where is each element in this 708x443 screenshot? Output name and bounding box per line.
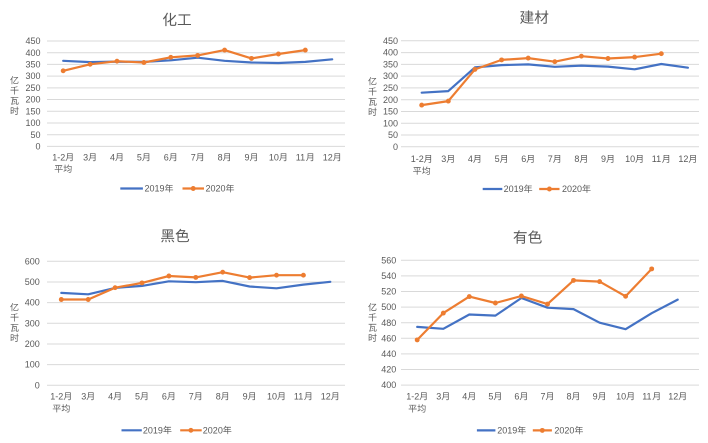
- svg-text:200: 200: [26, 95, 41, 105]
- svg-text:12: 12: [321, 391, 331, 401]
- svg-text:420: 420: [381, 365, 396, 375]
- svg-text:8: 8: [218, 152, 223, 162]
- svg-text:50: 50: [388, 130, 398, 140]
- svg-text:1-2: 1-2: [411, 154, 424, 164]
- svg-text:2019: 2019: [145, 184, 165, 194]
- svg-text:520: 520: [381, 287, 396, 297]
- svg-text:0: 0: [35, 380, 40, 390]
- svg-text:2019: 2019: [504, 184, 524, 194]
- svg-text:8: 8: [567, 391, 572, 401]
- svg-text:8: 8: [216, 391, 221, 401]
- svg-text:7: 7: [541, 391, 546, 401]
- svg-text:8: 8: [574, 154, 579, 164]
- svg-text:100: 100: [26, 118, 41, 128]
- svg-text:11: 11: [652, 154, 661, 164]
- svg-text:200: 200: [383, 95, 398, 105]
- svg-text:250: 250: [26, 83, 41, 93]
- svg-text:7: 7: [189, 391, 194, 401]
- svg-text:350: 350: [26, 60, 41, 70]
- svg-text:4: 4: [468, 154, 473, 164]
- svg-text:10: 10: [269, 152, 279, 162]
- svg-text:7: 7: [191, 152, 196, 162]
- svg-text:4: 4: [110, 152, 115, 162]
- svg-text:400: 400: [25, 298, 40, 308]
- svg-text:0: 0: [36, 142, 41, 152]
- svg-text:400: 400: [381, 380, 396, 390]
- svg-text:5: 5: [137, 152, 142, 162]
- svg-text:3: 3: [83, 152, 88, 162]
- svg-text:10: 10: [625, 154, 635, 164]
- svg-text:540: 540: [381, 271, 396, 281]
- svg-text:1-2: 1-2: [52, 152, 65, 162]
- svg-text:11: 11: [294, 391, 303, 401]
- svg-text:10: 10: [616, 391, 626, 401]
- svg-text:300: 300: [26, 71, 41, 81]
- svg-text:10: 10: [267, 391, 277, 401]
- svg-text:11: 11: [642, 391, 651, 401]
- svg-text:9: 9: [243, 391, 248, 401]
- svg-text:400: 400: [26, 48, 41, 58]
- svg-text:1-2: 1-2: [50, 391, 63, 401]
- svg-text:9: 9: [245, 152, 250, 162]
- svg-text:300: 300: [25, 318, 40, 328]
- svg-text:450: 450: [383, 36, 398, 46]
- svg-text:150: 150: [383, 107, 398, 117]
- svg-text:12: 12: [323, 152, 333, 162]
- svg-text:6: 6: [514, 391, 519, 401]
- svg-text:450: 450: [26, 36, 41, 46]
- svg-text:0: 0: [393, 142, 398, 152]
- svg-text:440: 440: [381, 349, 396, 359]
- svg-text:5: 5: [488, 391, 493, 401]
- svg-text:2020: 2020: [203, 425, 223, 435]
- svg-text:300: 300: [383, 71, 398, 81]
- svg-text:150: 150: [26, 106, 41, 116]
- svg-text:11: 11: [296, 152, 305, 162]
- svg-text:6: 6: [164, 152, 169, 162]
- svg-text:2020: 2020: [554, 426, 574, 436]
- svg-text:2019: 2019: [497, 426, 517, 436]
- svg-text:400: 400: [383, 48, 398, 58]
- svg-text:4: 4: [108, 391, 113, 401]
- svg-text:12: 12: [678, 154, 688, 164]
- svg-text:2020: 2020: [206, 184, 226, 194]
- svg-text:100: 100: [383, 118, 398, 128]
- svg-text:600: 600: [25, 256, 40, 266]
- svg-text:3: 3: [436, 391, 441, 401]
- svg-text:250: 250: [383, 83, 398, 93]
- svg-text:12: 12: [668, 391, 678, 401]
- svg-text:9: 9: [593, 391, 598, 401]
- svg-text:6: 6: [521, 154, 526, 164]
- svg-text:500: 500: [381, 302, 396, 312]
- svg-text:350: 350: [383, 60, 398, 70]
- svg-text:560: 560: [381, 255, 396, 265]
- svg-text:5: 5: [495, 154, 500, 164]
- svg-text:4: 4: [462, 391, 467, 401]
- svg-text:500: 500: [25, 277, 40, 287]
- svg-text:3: 3: [441, 154, 446, 164]
- svg-text:50: 50: [31, 130, 41, 140]
- svg-text:3: 3: [81, 391, 86, 401]
- svg-text:1-2: 1-2: [406, 391, 419, 401]
- svg-text:5: 5: [135, 391, 140, 401]
- svg-text:7: 7: [548, 154, 553, 164]
- svg-text:2020: 2020: [562, 184, 582, 194]
- svg-text:460: 460: [381, 333, 396, 343]
- svg-text:480: 480: [381, 318, 396, 328]
- svg-text:200: 200: [25, 339, 40, 349]
- svg-text:9: 9: [601, 154, 606, 164]
- svg-text:2019: 2019: [143, 425, 163, 435]
- svg-text:100: 100: [25, 360, 40, 370]
- svg-text:6: 6: [162, 391, 167, 401]
